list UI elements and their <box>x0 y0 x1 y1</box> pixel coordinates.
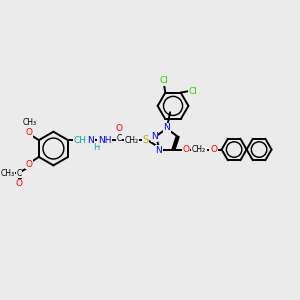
Text: H: H <box>94 143 100 152</box>
Text: CH: CH <box>74 136 87 145</box>
Text: Cl: Cl <box>188 87 197 96</box>
Text: S: S <box>143 135 149 145</box>
Text: CH₃: CH₃ <box>0 169 15 178</box>
Text: C: C <box>17 169 22 178</box>
Text: NH: NH <box>98 136 111 145</box>
Text: CH₃: CH₃ <box>22 118 36 127</box>
Text: CH₂: CH₂ <box>192 145 206 154</box>
Text: N: N <box>156 146 162 154</box>
Text: N: N <box>151 132 158 141</box>
Text: O: O <box>116 124 123 133</box>
Text: Cl: Cl <box>160 76 168 85</box>
Text: C: C <box>116 134 122 143</box>
Text: N: N <box>163 123 170 132</box>
Text: N: N <box>87 136 94 145</box>
Text: O: O <box>182 145 189 154</box>
Text: O: O <box>26 160 33 169</box>
Text: O: O <box>210 145 217 154</box>
Text: O: O <box>16 179 23 188</box>
Text: CH₂: CH₂ <box>124 136 138 145</box>
Text: O: O <box>26 128 33 137</box>
